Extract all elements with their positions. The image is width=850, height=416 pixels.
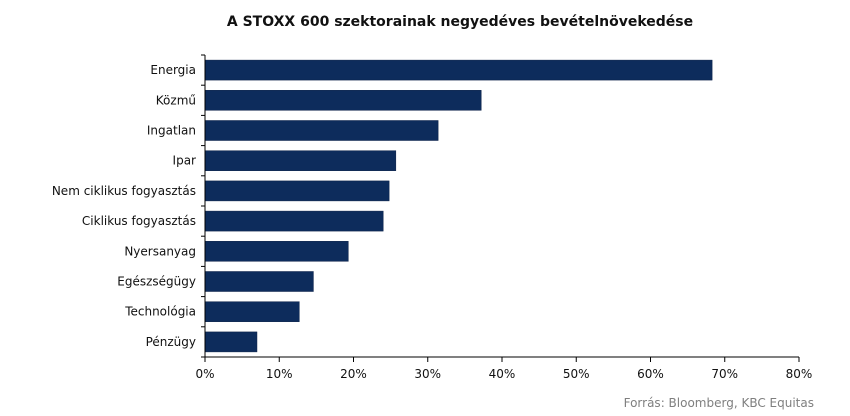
category-label: Pénzügy [146,335,196,349]
category-label: Ingatlan [147,124,196,138]
bar-9 [204,301,300,322]
bar-5 [204,180,390,202]
x-tick-label: 20% [340,367,367,381]
x-tick-label: 10% [266,367,293,381]
x-tick-label: 0% [195,367,214,381]
bar-2 [204,90,482,111]
x-tick-label: 70% [711,367,738,381]
x-tick-label: 60% [637,367,664,381]
category-label: Ciklikus fogyasztás [82,214,196,228]
x-tick-label: 80% [786,367,813,381]
x-tick-label: 50% [563,367,590,381]
category-label: Nyersanyag [124,244,196,258]
x-tick-label: 40% [489,367,516,381]
bar-4 [204,150,397,171]
bar-1 [204,59,713,81]
bar-10 [204,331,258,353]
bar-7 [204,241,349,262]
category-label: Ipar [173,154,197,168]
chart-title: A STOXX 600 szektorainak negyedéves bevé… [226,14,694,30]
bar-8 [204,271,314,292]
bar-6 [204,210,384,232]
category-label: Energia [150,63,196,77]
category-label: Technológia [124,305,196,319]
bar-3 [204,120,439,141]
category-label: Egészségügy [117,275,196,289]
x-tick-label: 30% [414,367,441,381]
category-label: Nem ciklikus fogyasztás [52,184,196,198]
source-note: Forrás: Bloomberg, KBC Equitas [623,396,814,410]
category-label: Közmű [156,93,196,107]
